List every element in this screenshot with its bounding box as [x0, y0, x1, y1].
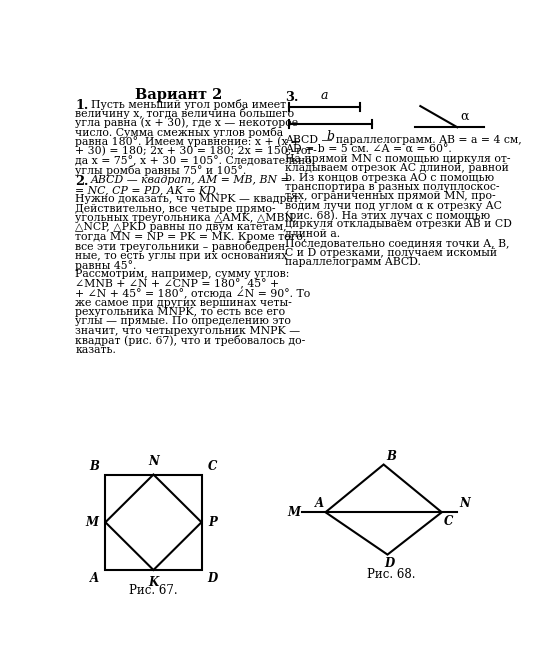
Text: равны 45°.: равны 45°.: [75, 260, 137, 271]
Text: Нужно доказать, что MNPK — квадрат.: Нужно доказать, что MNPK — квадрат.: [75, 194, 302, 204]
Text: C и D отрезками, получаем искомый: C и D отрезками, получаем искомый: [285, 248, 497, 258]
Text: ABCD — параллелограмм. AB = a = 4 см,: ABCD — параллелограмм. AB = a = 4 см,: [285, 135, 522, 145]
Text: циркуля откладываем отрезки AB и CD: циркуля откладываем отрезки AB и CD: [285, 219, 512, 229]
Text: Рассмотрим, например, сумму углов:: Рассмотрим, например, сумму углов:: [75, 270, 290, 280]
Text: ABCD — квадрат, AM = MB, BN =: ABCD — квадрат, AM = MB, BN =: [90, 175, 290, 185]
Text: A: A: [315, 497, 324, 510]
Text: тях, ограниченных прямой MN, про-: тях, ограниченных прямой MN, про-: [285, 191, 496, 201]
Text: На прямой MN с помощью циркуля от-: На прямой MN с помощью циркуля от-: [285, 154, 511, 164]
Text: + ∠N + 45° = 180°, отсюда ∠N = 90°. То: + ∠N + 45° = 180°, отсюда ∠N = 90°. То: [75, 288, 310, 299]
Text: M: M: [287, 506, 300, 518]
Text: длиной a.: длиной a.: [285, 229, 340, 239]
Text: Действительно, все четыре прямо-: Действительно, все четыре прямо-: [75, 203, 276, 213]
Text: b. Из концов отрезка AO с помощью: b. Из концов отрезка AO с помощью: [285, 173, 494, 183]
Text: C: C: [444, 514, 454, 528]
Text: значит, что четырехугольник MNPK —: значит, что четырехугольник MNPK —: [75, 326, 300, 336]
Text: угла равна (x + 30), где x — некоторое: угла равна (x + 30), где x — некоторое: [75, 118, 299, 128]
Text: + 30) = 180; 2x + 30 = 180; 2x = 150; тог-: + 30) = 180; 2x + 30 = 180; 2x = 150; то…: [75, 146, 317, 156]
Text: Пусть меньший угол ромба имеет: Пусть меньший угол ромба имеет: [90, 99, 286, 110]
Text: число. Сумма смежных углов ромба: число. Сумма смежных углов ромба: [75, 127, 283, 138]
Text: = NC, CP = PD, AK = KD.: = NC, CP = PD, AK = KD.: [75, 185, 219, 195]
Text: Рис. 67.: Рис. 67.: [129, 584, 178, 597]
Text: Рис. 68.: Рис. 68.: [367, 569, 416, 581]
Text: ∠MNB + ∠N + ∠CNP = 180°, 45° +: ∠MNB + ∠N + ∠CNP = 180°, 45° +: [75, 279, 280, 290]
Text: △NCP, △PKD равны по двум катетам,: △NCP, △PKD равны по двум катетам,: [75, 222, 287, 232]
Text: 1.: 1.: [75, 99, 88, 112]
Text: P: P: [209, 516, 218, 529]
Text: квадрат (рис. 67), что и требовалось до-: квадрат (рис. 67), что и требовалось до-: [75, 335, 305, 346]
Text: углы ромба равны 75° и 105°.: углы ромба равны 75° и 105°.: [75, 165, 247, 175]
Text: D: D: [208, 571, 218, 585]
Text: 2.: 2.: [75, 175, 89, 189]
Text: водим лучи под углом α к отрезку AC: водим лучи под углом α к отрезку AC: [285, 201, 502, 211]
Text: углы — прямые. По определению это: углы — прямые. По определению это: [75, 316, 291, 326]
Text: да x = 75°, x + 30 = 105°. Следовательно,: да x = 75°, x + 30 = 105°. Следовательно…: [75, 155, 315, 166]
Text: B: B: [89, 460, 99, 473]
Text: Вариант 2: Вариант 2: [134, 88, 222, 102]
Text: D: D: [384, 557, 395, 570]
Text: транспортира в разных полуплоскос-: транспортира в разных полуплоскос-: [285, 182, 500, 192]
Text: a: a: [321, 89, 329, 102]
Text: b: b: [326, 130, 335, 143]
Text: K: K: [148, 576, 158, 589]
Text: Последовательно соединяя точки A, B,: Последовательно соединяя точки A, B,: [285, 238, 509, 248]
Text: казать.: казать.: [75, 345, 116, 355]
Text: N: N: [148, 456, 159, 468]
Text: C: C: [208, 460, 217, 473]
Text: угольных треугольника △AMK, △MBN,: угольных треугольника △AMK, △MBN,: [75, 213, 297, 223]
Text: параллелограмм ABCD.: параллелограмм ABCD.: [285, 257, 421, 267]
Text: M: M: [85, 516, 98, 529]
Text: α: α: [460, 110, 469, 122]
Text: равна 180°. Имеем уравнение: x + (x +: равна 180°. Имеем уравнение: x + (x +: [75, 136, 300, 147]
Text: N: N: [460, 497, 470, 510]
Text: A: A: [90, 571, 99, 585]
Text: AD = b = 5 см. ∠A = α = 60°.: AD = b = 5 см. ∠A = α = 60°.: [285, 145, 452, 155]
Text: рехугольника MNPK, то есть все его: рехугольника MNPK, то есть все его: [75, 307, 285, 317]
Text: величину x, тогда величина большего: величину x, тогда величина большего: [75, 108, 294, 119]
Text: 3.: 3.: [285, 91, 299, 104]
Text: ные, то есть углы при их основаниях: ные, то есть углы при их основаниях: [75, 251, 287, 261]
Text: кладываем отрезок AC длиной, равной: кладываем отрезок AC длиной, равной: [285, 163, 509, 173]
Text: тогда MN = NP = PK = MK. Кроме того,: тогда MN = NP = PK = MK. Кроме того,: [75, 232, 306, 242]
Text: же самое при других вершинах четы-: же самое при других вершинах четы-: [75, 298, 292, 308]
Text: все эти треугольники – равнобедрен-: все эти треугольники – равнобедрен-: [75, 242, 289, 252]
Text: B: B: [387, 450, 397, 463]
Text: (рис. 68). На этих лучах с помощью: (рис. 68). На этих лучах с помощью: [285, 210, 490, 221]
